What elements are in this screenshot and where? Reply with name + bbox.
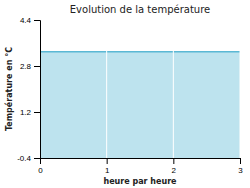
x-tick: 0 [38, 158, 43, 175]
y-tick: 2.8 [20, 62, 40, 71]
y-tick-label: 4.4 [20, 16, 32, 25]
y-tick-label: 1.2 [20, 108, 32, 117]
y-tick-label: -0.4 [17, 154, 31, 163]
x-tick: 1 [105, 158, 110, 175]
y-axis-line [34, 21, 41, 159]
x-axis-title: heure par heure [103, 177, 177, 186]
y-tick-mark [34, 158, 40, 159]
y-tick: 1.2 [20, 108, 40, 117]
x-tick: 3 [238, 158, 243, 175]
y-axis: -0.4 1.2 2.8 4.4 [17, 16, 40, 163]
x-axis-line [41, 159, 241, 165]
x-tick-mark [107, 158, 108, 164]
x-tick: 2 [172, 158, 177, 175]
x-tick-label: 2 [172, 166, 177, 175]
grid-line [106, 20, 107, 158]
x-tick-mark [240, 158, 241, 164]
x-tick-label: 0 [38, 166, 43, 175]
y-tick: -0.4 [17, 154, 40, 163]
grid-line [173, 20, 174, 158]
y-tick: 4.4 [20, 16, 40, 25]
chart: 0 1 2 3 -0.4 1.2 2.8 4.4 Evolution de la tempéra… [0, 0, 250, 188]
area [40, 52, 240, 158]
y-axis-title: Température en °C [4, 47, 14, 131]
x-tick-label: 1 [105, 166, 110, 175]
grid [40, 20, 240, 158]
y-tick-mark [34, 20, 40, 21]
y-tick-mark [34, 66, 40, 67]
x-tick-mark [173, 158, 174, 164]
x-axis: 0 1 2 3 [38, 158, 243, 175]
marks [40, 52, 240, 158]
x-tick-label: 3 [238, 166, 243, 175]
line [40, 51, 240, 53]
y-tick-mark [34, 112, 40, 113]
grid-line [240, 20, 241, 158]
y-tick-label: 2.8 [20, 62, 32, 71]
plot: 0 1 2 3 -0.4 1.2 2.8 4.4 [17, 16, 243, 175]
title: Evolution de la température [70, 4, 210, 15]
